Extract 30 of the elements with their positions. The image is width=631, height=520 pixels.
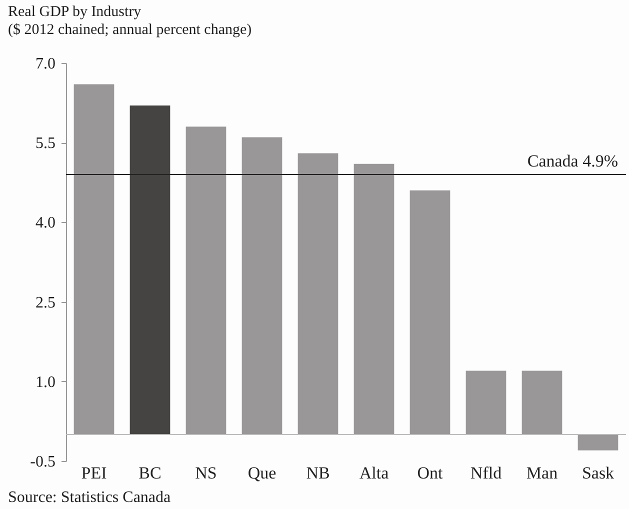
bar <box>522 370 562 434</box>
x-tick-label: Alta <box>359 464 390 482</box>
bar <box>466 370 506 434</box>
bar <box>242 137 282 434</box>
bar <box>186 126 226 434</box>
y-tick-label: 4.0 <box>36 214 56 232</box>
x-tick-label: NB <box>306 464 330 482</box>
bar <box>354 164 394 434</box>
y-tick-label: 5.5 <box>36 135 56 152</box>
chart-subtitle: ($ 2012 chained; annual percent change) <box>8 22 252 38</box>
x-tick-label: PEI <box>81 464 108 482</box>
bar <box>410 190 450 434</box>
bar <box>74 84 114 434</box>
y-tick-label: 2.5 <box>36 294 56 312</box>
x-tick-label: BC <box>138 464 162 482</box>
y-tick-label: -0.5 <box>30 454 56 470</box>
ref-line-label: Canada 4.9% <box>527 151 618 170</box>
bar <box>130 105 170 434</box>
y-tick-label: 7.0 <box>36 56 56 72</box>
y-tick-label: 1.0 <box>36 374 56 391</box>
chart-title: Real GDP by Industry <box>8 4 142 20</box>
x-tick-label: Ont <box>417 464 444 482</box>
bar <box>578 434 618 450</box>
bar <box>298 153 338 434</box>
x-tick-label: Nfld <box>470 464 502 482</box>
x-tick-label: Sask <box>582 464 615 482</box>
source-note: Source: Statistics Canada <box>8 489 171 506</box>
x-tick-label: NS <box>195 464 217 482</box>
x-tick-label: Man <box>526 464 558 482</box>
x-tick-label: Que <box>248 464 276 482</box>
